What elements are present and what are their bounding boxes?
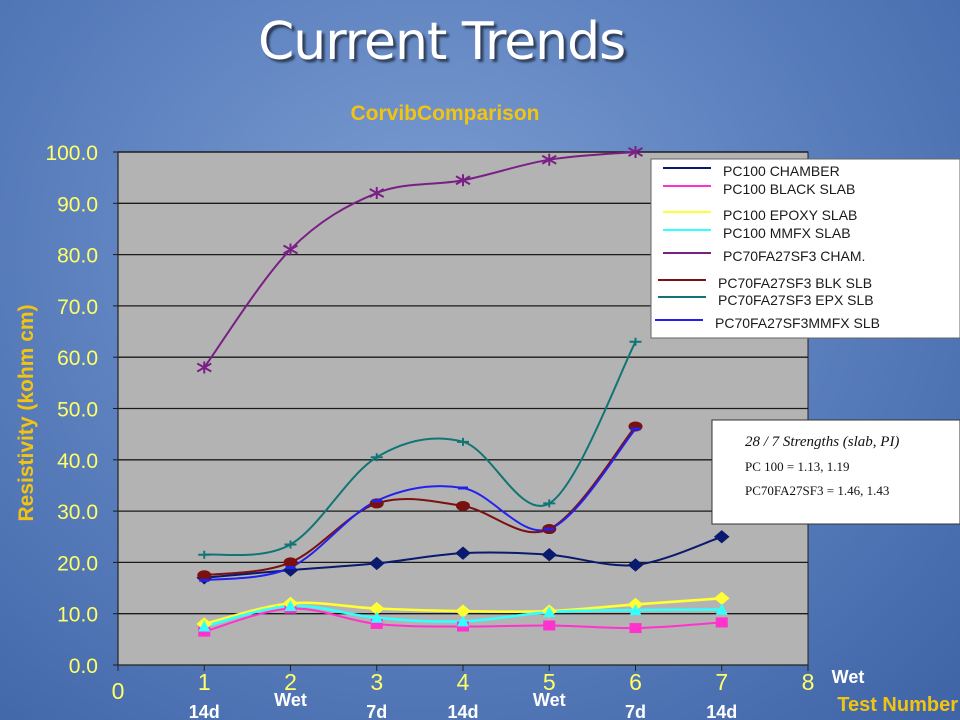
legend-box (650, 158, 960, 339)
data-point (198, 620, 211, 632)
legend-label: PC70FA27SF3 EPX SLB (718, 292, 874, 308)
y-tick-label: 40.0 (57, 450, 98, 473)
legend-label: PC70FA27SF3MMFX SLB (715, 315, 880, 331)
y-tick-label: 50.0 (57, 399, 98, 422)
data-point (629, 337, 642, 346)
x-tick-label: 2 (284, 669, 297, 695)
y-tick-label: 70.0 (57, 296, 98, 319)
x-tick-label: 5 (543, 669, 556, 695)
annotation-box (711, 419, 960, 525)
data-point (455, 546, 471, 560)
x-sub-label: 14d (447, 702, 478, 720)
data-point (368, 556, 385, 571)
chart-title: CorvibComparison (350, 102, 539, 125)
slide-title: Current Trends (258, 12, 626, 72)
y-tick-label: 100.0 (45, 142, 98, 165)
x-sub-label: Wet (274, 690, 307, 710)
strength-annotation: 28 / 7 Strengths (slab, PI) PC 100 = 1.1… (711, 419, 960, 525)
legend-label: PC70FA27SF3 BLK SLB (718, 275, 872, 291)
data-point (713, 530, 730, 544)
data-point (628, 146, 643, 158)
data-point (370, 453, 383, 462)
x-tick-label: 7 (715, 669, 728, 695)
data-point (629, 623, 642, 634)
data-point (370, 611, 383, 623)
data-point (283, 243, 298, 256)
data-point (543, 499, 556, 508)
x-sub-label: 14d (189, 702, 220, 720)
legend: PC100 CHAMBER PC100 BLACK SLAB PC100 EPOXY… (650, 158, 960, 339)
y-tick-label: 60.0 (57, 347, 98, 370)
y-tick-label: 80.0 (57, 245, 98, 268)
data-point (543, 606, 556, 618)
x-tick-label: 0 (112, 678, 125, 704)
legend-label: PC100 EPOXY SLAB (723, 207, 857, 223)
data-point (284, 600, 297, 612)
axes: 0.0 10.0 20.0 30.0 40.0 50.0 60.0 70.0 80.0 90.0 1… (45, 142, 864, 720)
data-point (457, 615, 469, 627)
x-sub-label: 14d (706, 702, 737, 720)
series-line (203, 151, 636, 369)
legend-label: PC100 MMFX SLAB (723, 225, 851, 241)
annotation-title: 28 / 7 Strengths (slab, PI) (745, 434, 899, 450)
x-tick-label: 6 (629, 669, 642, 695)
data-point (369, 187, 385, 200)
data-point (541, 548, 558, 562)
data-point (198, 550, 211, 559)
x-axis-label: Test Number (837, 694, 958, 716)
data-point (541, 153, 557, 166)
data-point (370, 618, 383, 629)
x-sub-label: Wet (533, 690, 566, 710)
x-tick-label: 3 (370, 669, 383, 695)
gridlines (118, 151, 808, 615)
x-tick-label: 8 (802, 669, 815, 695)
legend-label: PC70FA27SF3 CHAM. (723, 248, 865, 264)
legend-label: PC100 CHAMBER (723, 163, 840, 179)
y-tick-label: 30.0 (57, 501, 98, 524)
y-axis-label: Resistivity (kohm cm) (15, 304, 38, 521)
x-sub-label: 7d (366, 702, 387, 720)
data-point (283, 557, 298, 568)
data-point (715, 617, 728, 628)
y-tick-label: 10.0 (57, 604, 98, 627)
annotation-line-1: PC 100 = 1.13, 1.19 (745, 459, 849, 474)
data-point (629, 604, 642, 616)
x-tick-label: 1 (198, 669, 211, 695)
data-point (455, 174, 471, 187)
data-point (457, 437, 469, 446)
y-tick-label: 90.0 (57, 193, 98, 216)
data-point (284, 540, 297, 549)
annotation-line-2: PC70FA27SF3 = 1.46, 1.43 (745, 483, 889, 498)
data-point (543, 620, 556, 631)
data-point (715, 603, 728, 615)
series-markers (196, 146, 730, 637)
data-point (196, 361, 212, 374)
legend-label: PC100 BLACK SLAB (723, 181, 855, 197)
data-point (627, 558, 644, 572)
data-point (197, 570, 212, 581)
data-point (457, 621, 469, 632)
y-tick-label: 0.0 (69, 655, 98, 678)
y-tick-label: 20.0 (57, 552, 98, 575)
x-sub-label: Wet (832, 667, 865, 687)
data-point (198, 626, 211, 637)
x-tick-label: 4 (457, 669, 470, 695)
data-point (456, 500, 470, 511)
x-sub-label: 7d (625, 702, 646, 720)
